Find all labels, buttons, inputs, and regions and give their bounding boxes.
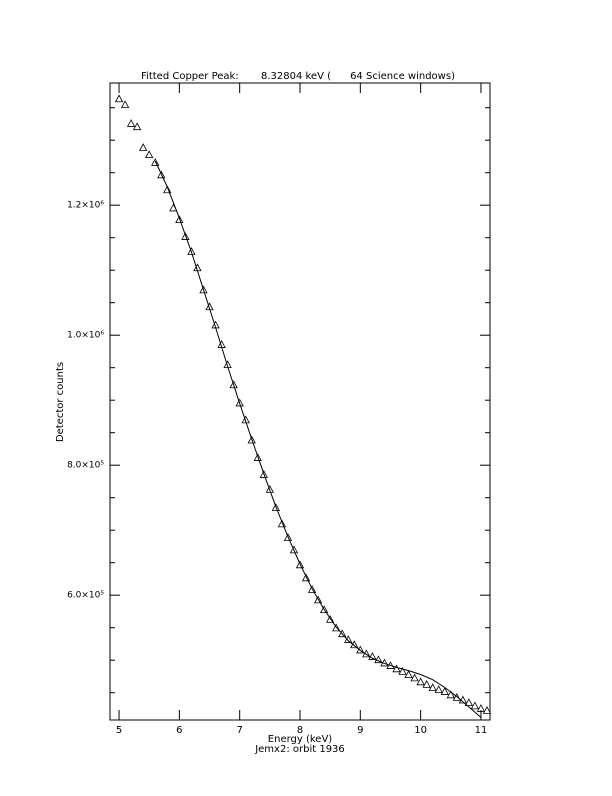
data-point xyxy=(151,158,160,166)
data-point xyxy=(181,232,190,240)
data-point xyxy=(126,119,136,127)
data-point xyxy=(404,670,413,679)
data-point xyxy=(476,704,486,712)
y-tick-label: 1.0×10⁶ xyxy=(67,331,104,341)
data-point xyxy=(120,100,130,108)
data-point xyxy=(265,485,275,493)
data-point xyxy=(428,683,437,692)
x-tick-label: 8 xyxy=(297,725,303,736)
data-point xyxy=(163,185,172,194)
data-point xyxy=(452,693,461,701)
data-point xyxy=(187,247,196,255)
data-point xyxy=(157,170,166,179)
data-point xyxy=(392,664,401,673)
data-point xyxy=(289,545,299,554)
data-point xyxy=(470,701,480,710)
data-point xyxy=(145,150,154,159)
data-point xyxy=(374,655,383,664)
data-point xyxy=(416,677,425,686)
data-point xyxy=(229,380,238,389)
data-point xyxy=(301,573,311,582)
data-point xyxy=(482,706,492,714)
data-point xyxy=(440,687,449,695)
data-point xyxy=(422,680,431,688)
x-axis-label: Energy (keV) xyxy=(268,734,333,745)
data-point xyxy=(295,560,305,569)
data-point xyxy=(139,143,148,151)
data-point xyxy=(114,94,124,103)
data-point xyxy=(325,615,335,623)
y-tick-label: 6.0×10⁵ xyxy=(67,591,104,601)
data-point xyxy=(446,690,455,699)
data-point xyxy=(356,645,365,654)
data-point xyxy=(307,585,317,593)
x-tick-label: 6 xyxy=(176,725,182,736)
data-point xyxy=(464,698,474,706)
data-point xyxy=(368,652,377,660)
data-point xyxy=(313,595,323,604)
data-point xyxy=(175,215,184,224)
data-point xyxy=(398,667,407,675)
x-tick-label: 10 xyxy=(414,725,427,736)
data-point xyxy=(271,503,281,511)
data-point xyxy=(434,685,443,693)
x-tick-label: 7 xyxy=(236,725,242,736)
data-point xyxy=(253,453,262,461)
data-point xyxy=(277,519,287,528)
y-tick-label: 1.2×10⁶ xyxy=(67,201,104,211)
x-tick-label: 5 xyxy=(116,725,122,736)
chart-title: Fitted Copper Peak: 8.32804 keV ( 64 Sci… xyxy=(141,71,455,82)
data-point xyxy=(319,605,329,614)
data-point xyxy=(132,122,142,131)
data-point xyxy=(283,533,293,541)
x-tick-label: 9 xyxy=(357,725,363,736)
data-point xyxy=(247,435,256,444)
data-point xyxy=(235,398,244,407)
x-tick-label: 11 xyxy=(475,725,488,736)
data-point xyxy=(338,629,347,638)
fit-line xyxy=(154,160,482,718)
y-tick-label: 8.0×10⁵ xyxy=(67,461,104,471)
subtitle: Jemx2: orbit 1936 xyxy=(254,744,345,755)
data-point xyxy=(410,673,419,682)
data-point xyxy=(259,470,268,478)
y-axis-label: Detector counts xyxy=(55,362,66,442)
data-point xyxy=(332,623,341,632)
data-point xyxy=(199,285,208,294)
